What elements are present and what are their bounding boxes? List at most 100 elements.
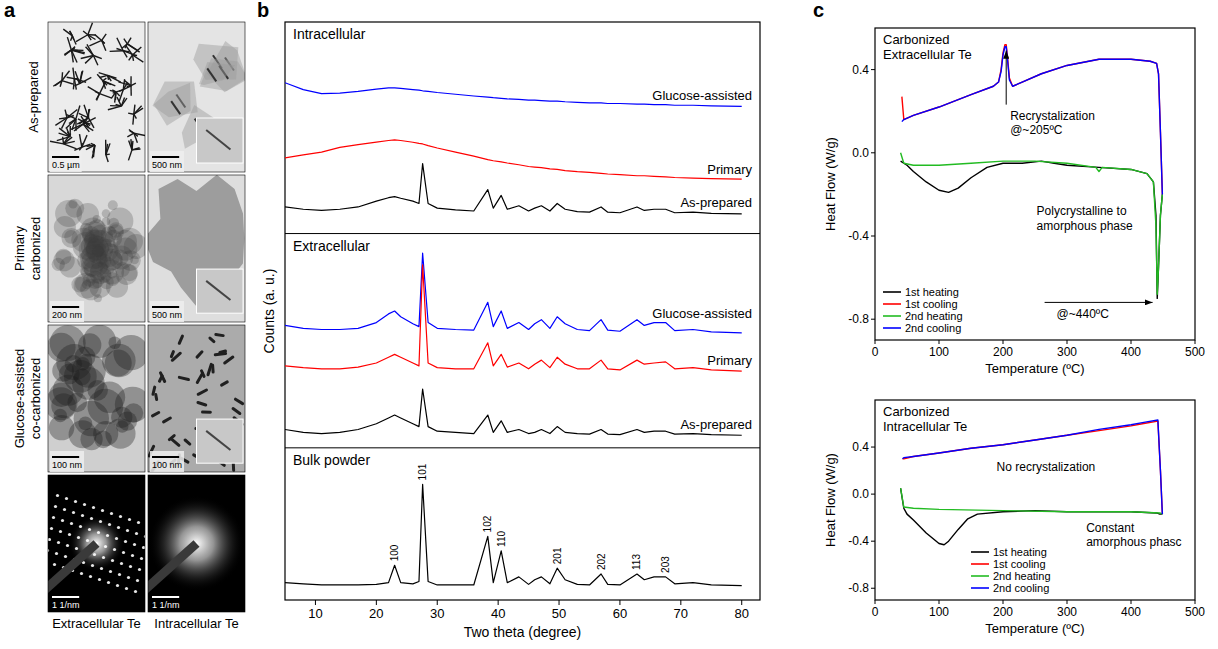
scale-bar-label: 200 nm <box>52 310 82 320</box>
diffraction-spot <box>54 505 57 508</box>
micrograph <box>148 475 245 612</box>
micrograph-border <box>48 475 145 612</box>
texture <box>111 407 132 428</box>
diffraction-spot <box>66 544 69 547</box>
texture <box>116 105 122 107</box>
section-title: Bulk powder <box>293 452 370 468</box>
texture <box>69 126 71 137</box>
y-tick-label: -0.8 <box>848 312 869 326</box>
x-tick <box>1131 600 1132 604</box>
x-tick <box>875 600 876 604</box>
annotation-arrow <box>1045 302 1153 303</box>
x-tick-label: 10 <box>308 606 322 621</box>
diffraction-spot <box>79 525 82 528</box>
diffraction-spot <box>108 523 111 526</box>
texture <box>65 110 67 118</box>
scale-bar-label: 500 nm <box>152 310 182 320</box>
plot-title: Carbonized <box>883 404 950 419</box>
legend-label: 2nd cooling <box>905 322 961 334</box>
y-tick <box>871 236 875 237</box>
texture <box>81 116 85 123</box>
diffraction-spot <box>120 562 123 565</box>
diffraction-spot <box>77 536 80 539</box>
texture <box>83 31 88 35</box>
texture <box>152 413 158 416</box>
texture <box>64 144 77 149</box>
dsc-curve <box>901 488 1163 514</box>
dsc-curve <box>902 45 1162 195</box>
inset-texture <box>206 130 230 150</box>
diffraction-spot <box>124 540 127 543</box>
peak-label: 102 <box>482 515 493 532</box>
micrograph-border <box>148 22 245 172</box>
texture <box>69 119 76 124</box>
texture <box>123 86 131 90</box>
texture <box>103 81 106 89</box>
x-tick-label: 200 <box>993 605 1013 619</box>
scale-bar-patch <box>50 591 82 612</box>
y-tick <box>871 319 875 320</box>
texture <box>197 373 202 382</box>
texture <box>63 29 72 36</box>
texture <box>124 39 128 44</box>
texture <box>132 55 133 61</box>
annotation: amorphous phasc <box>1086 535 1181 549</box>
texture <box>128 150 132 160</box>
peak-label: 203 <box>660 556 671 573</box>
x-axis-title: Two theta (degree) <box>464 624 582 640</box>
legend-label: 2nd heating <box>905 310 963 322</box>
texture <box>97 268 111 282</box>
x-tick-label: 30 <box>430 606 444 621</box>
texture <box>117 38 123 51</box>
scale-bar <box>52 456 79 458</box>
x-tick <box>498 600 499 605</box>
texture <box>116 49 123 51</box>
plot-title: Carbonized <box>883 32 950 47</box>
x-tick <box>559 600 560 605</box>
traces <box>285 83 742 586</box>
diffraction-spot <box>89 575 92 578</box>
diffraction-spot <box>57 541 60 544</box>
texture <box>171 101 180 114</box>
texture <box>122 44 127 48</box>
micrograph-border <box>148 325 245 472</box>
texture <box>74 147 81 150</box>
texture <box>56 344 92 380</box>
diffraction-spot <box>48 538 51 541</box>
y-tick <box>871 447 875 448</box>
texture <box>129 129 134 133</box>
micrograph-background <box>148 22 245 172</box>
texture <box>198 403 206 405</box>
diffraction-spot <box>116 584 119 587</box>
micrograph <box>48 175 145 322</box>
texture <box>203 411 211 414</box>
diffraction-spot <box>63 508 66 511</box>
diffraction-spot <box>70 522 73 525</box>
diffraction-spot <box>138 568 141 571</box>
x-axis-title: Temperature (ºC) <box>985 621 1084 636</box>
x-tick <box>1131 340 1132 344</box>
texture <box>131 83 136 85</box>
y-tick-label: 0.4 <box>852 440 869 454</box>
section-divider <box>285 233 760 234</box>
texture <box>222 382 228 385</box>
scale-bar-label: 1 1/nm <box>152 600 180 610</box>
dsc-curve <box>903 420 1163 514</box>
texture <box>102 40 105 43</box>
x-tick <box>437 600 438 605</box>
diffraction-spot <box>97 531 100 534</box>
scale-bar <box>52 156 79 158</box>
micrograph <box>48 475 145 612</box>
texture <box>232 463 235 471</box>
diffraction-spot <box>59 530 62 533</box>
texture <box>102 40 106 50</box>
texture <box>67 77 75 78</box>
diffraction-spot <box>107 581 110 584</box>
texture <box>159 376 162 381</box>
legend-swatch <box>971 587 989 589</box>
x-tick <box>680 600 681 605</box>
texture <box>55 200 82 227</box>
row-label: carbonized <box>28 217 43 281</box>
diffraction-spot <box>129 565 132 568</box>
texture <box>82 144 91 147</box>
